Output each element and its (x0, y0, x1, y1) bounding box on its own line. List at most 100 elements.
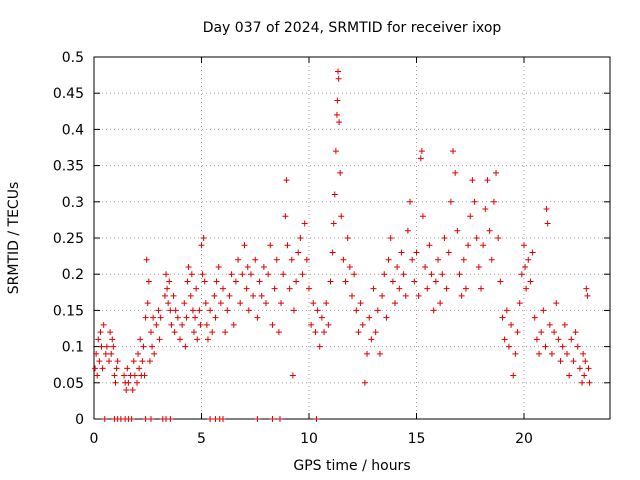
data-point (564, 350, 570, 357)
data-point (170, 292, 177, 299)
data-point (250, 292, 257, 299)
data-point (204, 336, 211, 343)
data-point (189, 307, 196, 314)
data-point (402, 292, 409, 299)
data-point (290, 307, 297, 314)
data-point (182, 343, 189, 350)
data-point (284, 242, 291, 249)
y-tick-label: 0.45 (53, 86, 84, 102)
data-point (151, 350, 158, 357)
data-point (439, 271, 446, 278)
data-point (301, 220, 308, 227)
data-point (203, 321, 210, 328)
y-tick-label: 0.05 (53, 376, 84, 392)
data-point (187, 292, 194, 299)
data-point (209, 329, 216, 336)
data-point (430, 307, 437, 314)
tick-labels: 0 0.05 0.1 0.15 0.2 0.25 0.3 0.35 0.4 0.45 0.5 0 5 10… (53, 50, 533, 447)
data-point (166, 278, 173, 285)
data-point (299, 271, 306, 278)
data-point (372, 329, 379, 336)
data-point (428, 271, 435, 278)
data-point (183, 314, 190, 321)
data-point (163, 271, 170, 278)
data-point (265, 271, 272, 278)
data-point (156, 336, 163, 343)
data-point (202, 300, 209, 307)
data-point (516, 300, 523, 307)
data-point (570, 358, 577, 365)
data-point (111, 372, 118, 379)
data-point (267, 242, 274, 249)
data-point (418, 148, 425, 155)
data-point (280, 271, 287, 278)
data-point (523, 285, 530, 292)
data-point (245, 307, 252, 314)
data-point (484, 177, 491, 184)
data-point (580, 350, 587, 357)
gap-marker (101, 416, 108, 422)
data-point (228, 271, 235, 278)
data-point (316, 343, 323, 350)
data-point (123, 387, 130, 394)
data-point (336, 119, 343, 126)
data-point (527, 278, 534, 285)
data-point (445, 249, 452, 256)
data-point (260, 263, 267, 270)
data-point (196, 307, 203, 314)
data-point (561, 321, 568, 328)
data-point (572, 329, 579, 336)
data-point (140, 343, 147, 350)
data-point (332, 148, 339, 155)
data-point (379, 292, 386, 299)
data-point (422, 263, 429, 270)
y-tick-label: 0.4 (62, 122, 84, 138)
data-point (333, 111, 340, 118)
data-point (364, 350, 371, 357)
data-point (419, 213, 426, 220)
grid-lines (94, 57, 610, 419)
axis-ticks (93, 56, 610, 420)
data-point (335, 68, 342, 75)
data-point (112, 379, 119, 386)
data-point (256, 278, 263, 285)
data-point (583, 285, 590, 292)
data-point (497, 278, 504, 285)
data-point (149, 343, 156, 350)
data-point (540, 307, 547, 314)
data-point (232, 278, 239, 285)
data-point (318, 314, 325, 321)
gap-marker (220, 416, 226, 422)
data-point (389, 278, 396, 285)
x-tick-label: 15 (408, 431, 426, 447)
data-point (525, 256, 532, 263)
data-point (495, 235, 502, 241)
data-point (579, 379, 586, 386)
data-point (482, 206, 489, 213)
data-point (330, 220, 337, 227)
data-point (450, 148, 457, 155)
x-axis-label: GPS time / hours (293, 458, 410, 474)
data-point (568, 336, 575, 343)
gap-marker (276, 416, 283, 422)
data-point (475, 263, 482, 270)
data-point (131, 372, 138, 379)
data-point (94, 372, 101, 379)
data-point (486, 227, 493, 234)
data-point (222, 329, 229, 336)
data-point (574, 343, 581, 350)
data-point (538, 329, 545, 336)
data-point (435, 256, 441, 263)
data-point (346, 263, 353, 270)
data-point (100, 321, 107, 328)
data-point (581, 372, 588, 379)
data-point (361, 379, 368, 386)
data-point (198, 242, 205, 249)
data-point (143, 256, 150, 263)
gap-marker (207, 416, 214, 422)
data-point (190, 329, 197, 336)
y-tick-label: 0.15 (53, 303, 84, 319)
gap-marker (269, 416, 276, 422)
data-point (134, 379, 140, 386)
